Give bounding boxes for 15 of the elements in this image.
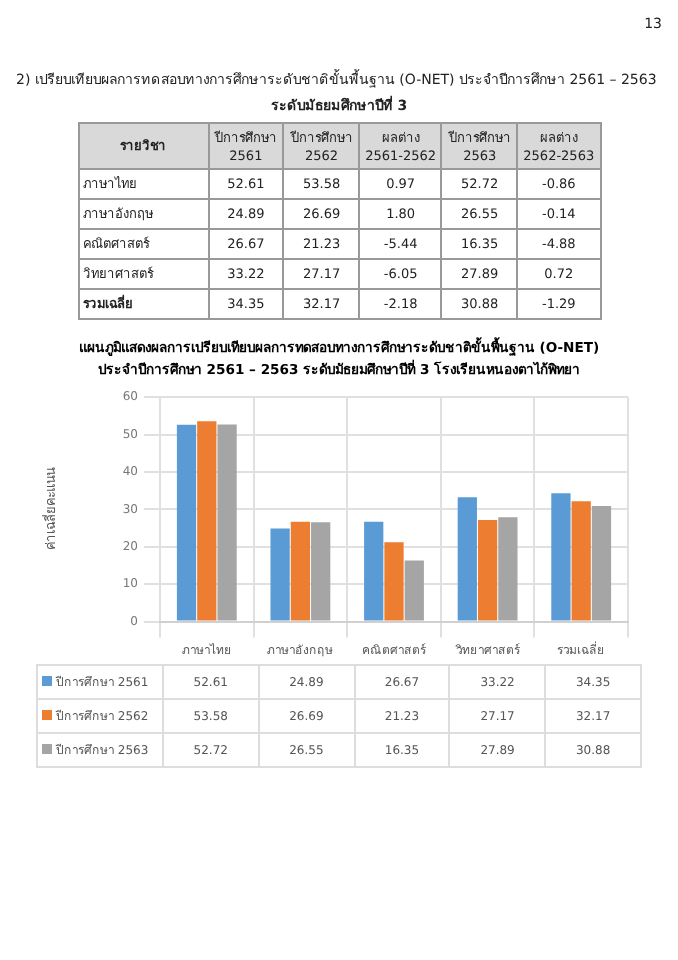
bar bbox=[270, 528, 290, 621]
bar bbox=[217, 424, 237, 621]
bar bbox=[591, 506, 612, 621]
bar bbox=[457, 497, 477, 621]
bar bbox=[197, 421, 217, 621]
bar bbox=[364, 521, 384, 621]
bar bbox=[311, 522, 331, 621]
bar bbox=[384, 542, 404, 621]
bar bbox=[571, 501, 591, 621]
bar bbox=[176, 424, 197, 621]
bar bbox=[290, 521, 311, 621]
bar bbox=[404, 560, 424, 621]
bar bbox=[498, 517, 518, 621]
bar bbox=[477, 519, 498, 621]
bar bbox=[551, 493, 571, 621]
